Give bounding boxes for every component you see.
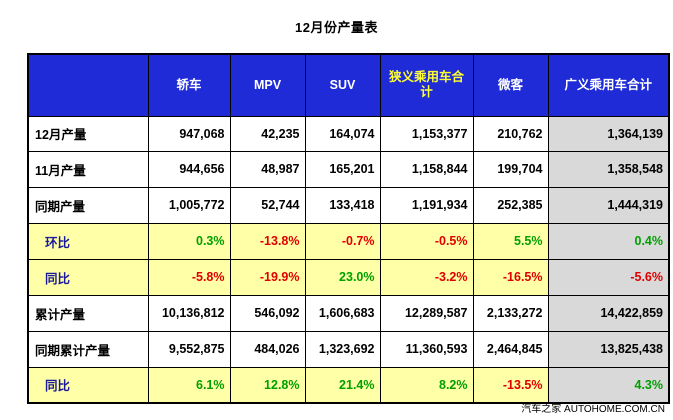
table-cell: 1,191,934 bbox=[379, 186, 474, 224]
table-cell: -3.2% bbox=[379, 258, 474, 296]
table-cell: 210,762 bbox=[472, 115, 549, 152]
table-cell: -13.5% bbox=[472, 366, 549, 404]
header-narrow-total: 狭义乘用车合计 bbox=[379, 53, 474, 117]
table-row: 同期产量 1,005,772 52,744 133,418 1,191,934 252,3… bbox=[27, 186, 670, 224]
production-table: 轿车 MPV SUV 狭义乘用车合计 微客 广义乘用车合计 12月产量 947,0… bbox=[27, 53, 670, 404]
table-cell: 1,444,319 bbox=[547, 186, 670, 224]
table-cell: 1,364,139 bbox=[547, 115, 670, 152]
row-label: 同比 bbox=[27, 258, 149, 296]
table-cell: -5.6% bbox=[547, 258, 670, 296]
table-cell: 6.1% bbox=[147, 366, 231, 404]
row-label: 累计产量 bbox=[27, 294, 149, 332]
table-cell: -13.8% bbox=[229, 222, 306, 260]
table-row: 环比 0.3% -13.8% -0.7% -0.5% 5.5% 0.4% bbox=[27, 222, 670, 260]
table-cell: 12,289,587 bbox=[379, 294, 474, 332]
table-row: 11月产量 944,656 48,987 165,201 1,158,844 199,70… bbox=[27, 150, 670, 188]
header-minivan: 微客 bbox=[472, 53, 549, 117]
row-label: 环比 bbox=[27, 222, 149, 260]
header-suv: SUV bbox=[304, 53, 381, 117]
header-mpv: MPV bbox=[229, 53, 306, 117]
table-cell: 4.3% bbox=[547, 366, 670, 404]
table-cell: -16.5% bbox=[472, 258, 549, 296]
table-cell: 42,235 bbox=[229, 115, 306, 152]
table-cell: 12.8% bbox=[229, 366, 306, 404]
row-label: 11月产量 bbox=[27, 150, 149, 188]
header-sedan: 轿车 bbox=[147, 53, 231, 117]
table-cell: 947,068 bbox=[147, 115, 231, 152]
table-cell: 1,606,683 bbox=[304, 294, 381, 332]
table-cell: 944,656 bbox=[147, 150, 231, 188]
table-cell: 1,358,548 bbox=[547, 150, 670, 188]
table-cell: 484,026 bbox=[229, 330, 306, 368]
table-cell: 5.5% bbox=[472, 222, 549, 260]
table-cell: -19.9% bbox=[229, 258, 306, 296]
table-cell: 199,704 bbox=[472, 150, 549, 188]
table-row: 同比 -5.8% -19.9% 23.0% -3.2% -16.5% -5.6% bbox=[27, 258, 670, 296]
header-row: 轿车 MPV SUV 狭义乘用车合计 微客 广义乘用车合计 bbox=[27, 53, 670, 117]
row-label: 12月产量 bbox=[27, 115, 149, 152]
row-label: 同比 bbox=[27, 366, 149, 404]
chart-title: 12月份产量表 bbox=[295, 20, 378, 35]
header-broad-total: 广义乘用车合计 bbox=[547, 53, 670, 117]
table-cell: 165,201 bbox=[304, 150, 381, 188]
table-cell: 48,987 bbox=[229, 150, 306, 188]
table-cell: 546,092 bbox=[229, 294, 306, 332]
table-cell: 0.4% bbox=[547, 222, 670, 260]
table-row: 同期累计产量 9,552,875 484,026 1,323,692 11,360,59… bbox=[27, 330, 670, 368]
table-cell: 1,323,692 bbox=[304, 330, 381, 368]
table-row: 累计产量 10,136,812 546,092 1,606,683 12,289,587… bbox=[27, 294, 670, 332]
table-cell: -5.8% bbox=[147, 258, 231, 296]
table-cell: 13,825,438 bbox=[547, 330, 670, 368]
table-cell: 2,464,845 bbox=[472, 330, 549, 368]
table-cell: 23.0% bbox=[304, 258, 381, 296]
table-cell: 14,422,859 bbox=[547, 294, 670, 332]
table-cell: 1,005,772 bbox=[147, 186, 231, 224]
watermark-text: 汽车之家 AUTOHOME.COM.CN bbox=[521, 404, 665, 415]
header-corner bbox=[27, 53, 149, 117]
table-cell: 2,133,272 bbox=[472, 294, 549, 332]
row-label: 同期产量 bbox=[27, 186, 149, 224]
table-cell: 21.4% bbox=[304, 366, 381, 404]
table-cell: 1,153,377 bbox=[379, 115, 474, 152]
table-cell: 8.2% bbox=[379, 366, 474, 404]
table-cell: 252,385 bbox=[472, 186, 549, 224]
table-row: 12月产量 947,068 42,235 164,074 1,153,377 210,76… bbox=[27, 115, 670, 152]
table-cell: 52,744 bbox=[229, 186, 306, 224]
table-cell: -0.7% bbox=[304, 222, 381, 260]
table-cell: 0.3% bbox=[147, 222, 231, 260]
table-cell: 1,158,844 bbox=[379, 150, 474, 188]
row-label: 同期累计产量 bbox=[27, 330, 149, 368]
table-cell: 10,136,812 bbox=[147, 294, 231, 332]
table-cell: 133,418 bbox=[304, 186, 381, 224]
table-cell: 11,360,593 bbox=[379, 330, 474, 368]
table-cell: 9,552,875 bbox=[147, 330, 231, 368]
table-cell: -0.5% bbox=[379, 222, 474, 260]
table-cell: 164,074 bbox=[304, 115, 381, 152]
table-row: 同比 6.1% 12.8% 21.4% 8.2% -13.5% 4.3% bbox=[27, 366, 670, 404]
